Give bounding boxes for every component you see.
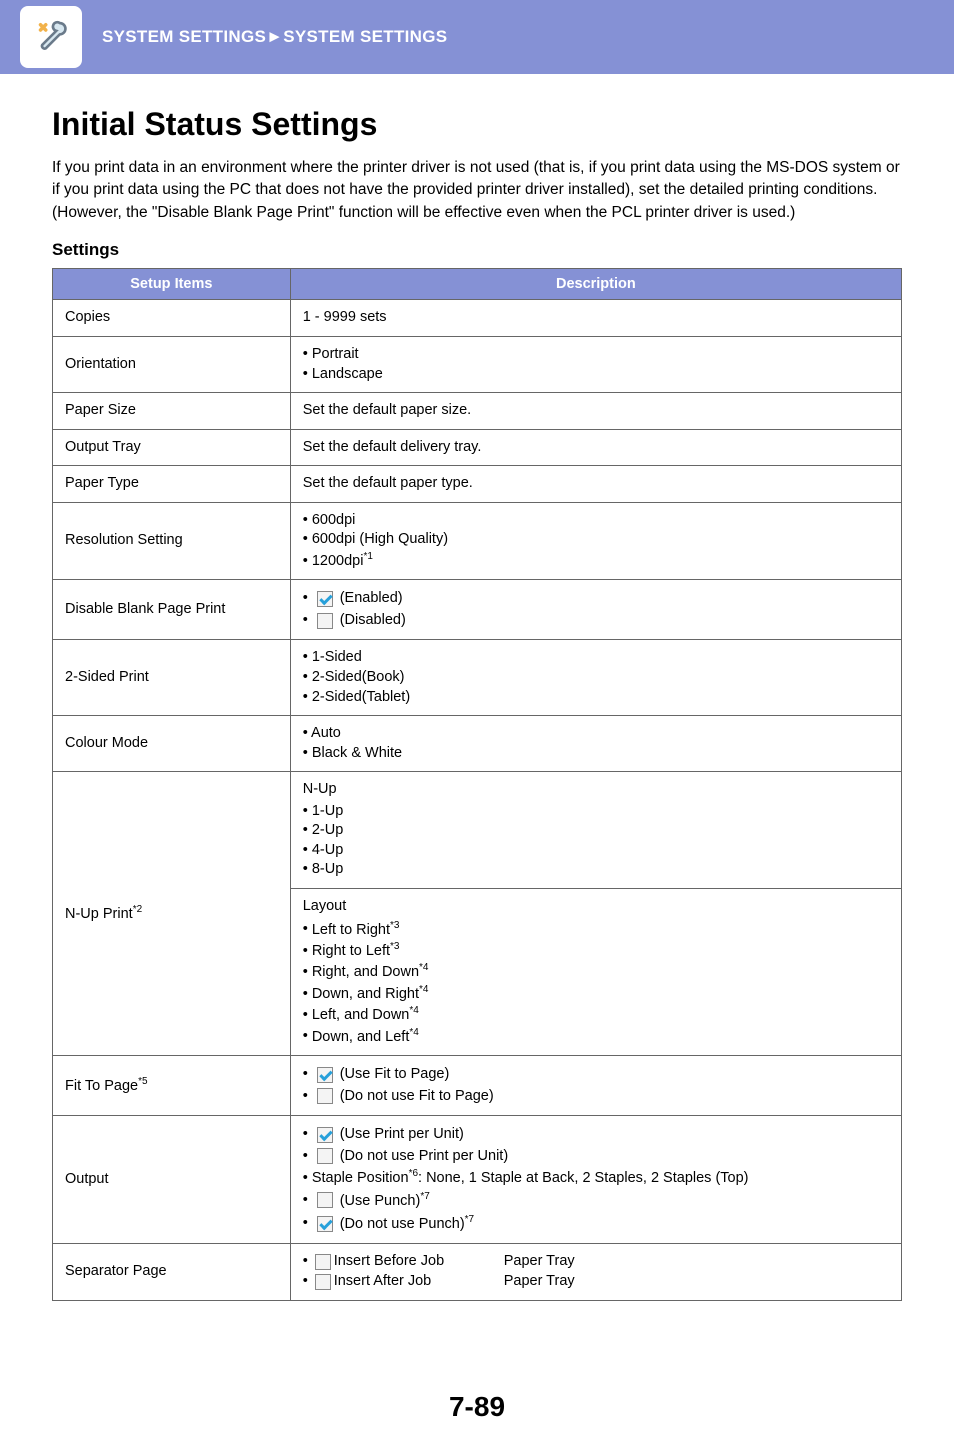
table-row: 2-Sided Print 1-Sided 2-Sided(Book) 2-Si… [53,640,902,716]
breadcrumb: SYSTEM SETTINGS►SYSTEM SETTINGS [102,27,447,47]
row-label: Paper Type [53,466,291,503]
list-item: Left to Right*3 [303,919,889,940]
row-value: • (Use Fit to Page) • (Do not use Fit to… [290,1055,901,1115]
checkbox-disabled-icon [317,1148,333,1164]
checkbox-label: (Use Print per Unit) [340,1125,464,1145]
col-description: Description [290,269,901,300]
col-setup-items: Setup Items [53,269,291,300]
list-item: Right to Left*3 [303,940,889,961]
list-item: 600dpi (High Quality) [303,530,889,550]
list-item: Portrait [303,345,889,365]
row-label: Disable Blank Page Print [53,580,291,640]
table-row: Separator Page • Insert Before JobPaper … [53,1244,902,1300]
list-item: Left, and Down*4 [303,1004,889,1025]
checkbox-label: (Do not use Punch)*7 [340,1213,474,1234]
nup-head: N-Up [303,780,889,800]
checkbox-disabled-icon [317,613,333,629]
row-value: • (Enabled) • (Disabled) [290,580,901,640]
row-label: Resolution Setting [53,502,291,580]
list-item: Down, and Left*4 [303,1026,889,1047]
list-item: 2-Sided(Tablet) [303,688,889,708]
sep-tray-label: Paper Tray [504,1272,575,1292]
list-item: Down, and Right*4 [303,983,889,1004]
table-row: Orientation Portrait Landscape [53,336,902,392]
list-item: 2-Sided(Book) [303,668,889,688]
checkbox-disabled-icon [317,1088,333,1104]
page-content: Initial Status Settings If you print dat… [0,74,954,1443]
checkbox-disabled-icon [315,1254,331,1270]
table-row: Paper Size Set the default paper size. [53,393,902,430]
table-row: Fit To Page*5 • (Use Fit to Page) • (Do … [53,1055,902,1115]
row-value: 1 - 9999 sets [290,300,901,337]
checkbox-label: (Enabled) [340,589,403,609]
list-item: Auto [303,724,889,744]
checkbox-disabled-icon [315,1274,331,1290]
list-item: Black & White [303,744,889,764]
checkbox-enabled-icon [317,1127,333,1143]
row-value: 600dpi 600dpi (High Quality) 1200dpi*1 [290,502,901,580]
row-label: Colour Mode [53,716,291,772]
row-value: Set the default paper size. [290,393,901,430]
row-value: 1-Sided 2-Sided(Book) 2-Sided(Tablet) [290,640,901,716]
table-row: Copies 1 - 9999 sets [53,300,902,337]
row-value: Auto Black & White [290,716,901,772]
table-row: Output Tray Set the default delivery tra… [53,429,902,466]
staple-line: • Staple Position*6: None, 1 Staple at B… [303,1167,889,1188]
checkbox-enabled-icon [317,1067,333,1083]
checkbox-label: (Use Punch)*7 [340,1190,430,1211]
settings-tools-icon [20,6,82,68]
row-label: Output [53,1116,291,1244]
list-item: 2-Up [303,821,889,841]
checkbox-label: (Do not use Fit to Page) [340,1087,494,1107]
sep-before-label: Insert Before Job [334,1252,504,1272]
sep-tray-label: Paper Tray [504,1252,575,1272]
intro-text: If you print data in an environment wher… [52,157,902,224]
checkbox-enabled-icon [317,591,333,607]
row-label: Orientation [53,336,291,392]
row-value: N-Up 1-Up 2-Up 4-Up 8-Up [290,772,901,889]
checkbox-label: (Use Fit to Page) [340,1065,450,1085]
row-label: 2-Sided Print [53,640,291,716]
page-title: Initial Status Settings [52,106,902,143]
table-row: Colour Mode Auto Black & White [53,716,902,772]
list-item: 4-Up [303,841,889,861]
row-value: Layout Left to Right*3 Right to Left*3 R… [290,889,901,1056]
settings-table: Setup Items Description Copies 1 - 9999 … [52,268,902,1300]
row-value: Set the default paper type. [290,466,901,503]
list-item: 600dpi [303,511,889,531]
table-row: Output • (Use Print per Unit) • (Do not … [53,1116,902,1244]
list-item: 1200dpi*1 [303,550,889,571]
checkbox-enabled-icon [317,1216,333,1232]
list-item: Right, and Down*4 [303,961,889,982]
row-label: Separator Page [53,1244,291,1300]
row-label: Fit To Page*5 [53,1055,291,1115]
row-value: Portrait Landscape [290,336,901,392]
row-value: • Insert Before JobPaper Tray • Insert A… [290,1244,901,1300]
row-value: Set the default delivery tray. [290,429,901,466]
row-label: Copies [53,300,291,337]
checkbox-disabled-icon [317,1192,333,1208]
table-row: N-Up Print*2 N-Up 1-Up 2-Up 4-Up 8-Up [53,772,902,889]
page-number: 7-89 [52,1391,902,1423]
list-item: 8-Up [303,860,889,880]
checkbox-label: (Disabled) [340,611,406,631]
list-item: 1-Sided [303,648,889,668]
page-header: SYSTEM SETTINGS►SYSTEM SETTINGS [0,0,954,74]
row-label: N-Up Print*2 [53,772,291,1056]
table-row: Resolution Setting 600dpi 600dpi (High Q… [53,502,902,580]
row-label: Output Tray [53,429,291,466]
table-row: Paper Type Set the default paper type. [53,466,902,503]
row-value: • (Use Print per Unit) • (Do not use Pri… [290,1116,901,1244]
list-item: Landscape [303,365,889,385]
sep-after-label: Insert After Job [334,1272,504,1292]
checkbox-label: (Do not use Print per Unit) [340,1147,508,1167]
table-row: Disable Blank Page Print • (Enabled) • (… [53,580,902,640]
settings-heading: Settings [52,240,902,260]
list-item: 1-Up [303,802,889,822]
row-label: Paper Size [53,393,291,430]
layout-head: Layout [303,897,889,917]
